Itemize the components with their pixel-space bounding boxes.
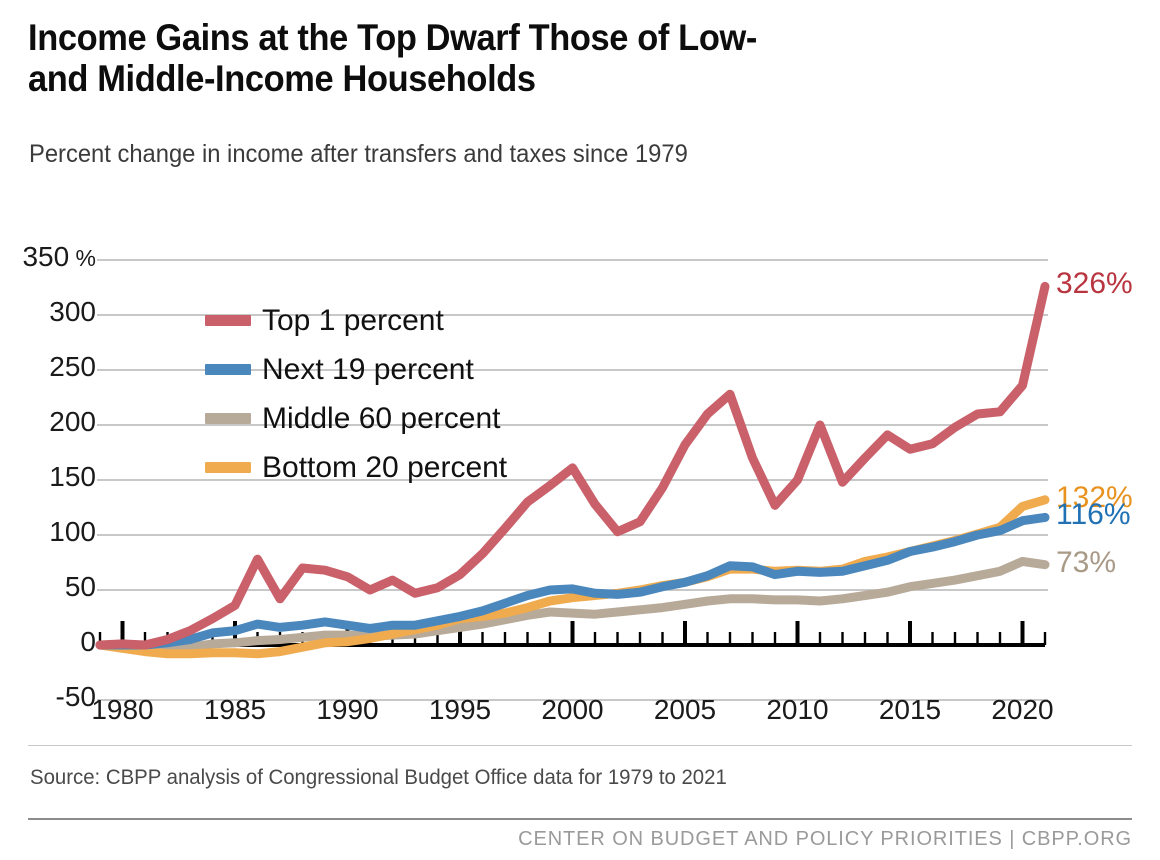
legend-item[interactable]: Middle 60 percent	[205, 394, 507, 443]
legend-swatch-icon	[205, 364, 251, 375]
y-axis-tick-label: -50	[55, 681, 96, 712]
series-line	[95, 512, 1050, 650]
x-axis-tick-label: 2015	[878, 694, 942, 725]
y-axis-tick-label: 50	[64, 571, 96, 602]
y-axis-tick-label: 200	[49, 406, 96, 437]
series-line	[95, 556, 1050, 653]
legend-item[interactable]: Bottom 20 percent	[205, 443, 507, 492]
y-axis-tick-label: 300	[49, 296, 96, 327]
x-axis-tick-label: 2005	[653, 694, 717, 725]
series-end-label: 73%	[1056, 545, 1117, 579]
x-axis-tick-label: 1985	[203, 694, 267, 725]
legend-item-label: Bottom 20 percent	[262, 450, 508, 484]
legend-item[interactable]: Next 19 percent	[205, 345, 507, 394]
x-axis-tick-label: 1995	[428, 694, 492, 725]
legend-item-label: Middle 60 percent	[262, 401, 501, 435]
legend-item-label: Next 19 percent	[262, 352, 474, 386]
legend-item[interactable]: Top 1 percent	[205, 296, 507, 345]
page-subtitle: Percent change in income after transfers…	[29, 140, 688, 168]
legend-item-label: Top 1 percent	[262, 303, 444, 337]
series-end-label: 326%	[1056, 267, 1133, 301]
legend-swatch-icon	[205, 413, 251, 424]
legend-swatch-icon	[205, 462, 251, 473]
series-lines	[95, 281, 1050, 659]
source-note: Source: CBPP analysis of Congressional B…	[30, 766, 727, 789]
page-title: Income Gains at the Top Dwarf Those of L…	[28, 17, 757, 99]
x-axis-tick-label: 2000	[541, 694, 604, 725]
x-axis-tick-label: 2010	[766, 694, 829, 725]
series-line	[95, 281, 1050, 650]
series-end-label: 132%	[1056, 480, 1133, 514]
y-axis-tick-label: 100	[49, 516, 96, 547]
x-axis-tick-label: 1980	[91, 694, 154, 725]
legend-swatch-icon	[205, 315, 251, 326]
y-axis-tick-label: 350 %	[22, 241, 96, 272]
series-end-label: 116%	[1056, 498, 1131, 532]
footer-divider	[28, 818, 1132, 820]
y-axis-tick-label: 150	[49, 461, 96, 492]
x-axis-tick-label: 2020	[991, 694, 1054, 725]
source-divider	[28, 745, 1132, 746]
y-axis-tick-label: 250	[49, 351, 96, 382]
x-axis-tick-label: 1990	[316, 694, 379, 725]
footer-attribution: CENTER ON BUDGET AND POLICY PRIORITIES |…	[518, 828, 1132, 850]
chart-legend: Top 1 percent Next 19 percent Middle 60 pe…	[205, 296, 507, 492]
y-axis-tick-label: 0	[80, 626, 96, 657]
